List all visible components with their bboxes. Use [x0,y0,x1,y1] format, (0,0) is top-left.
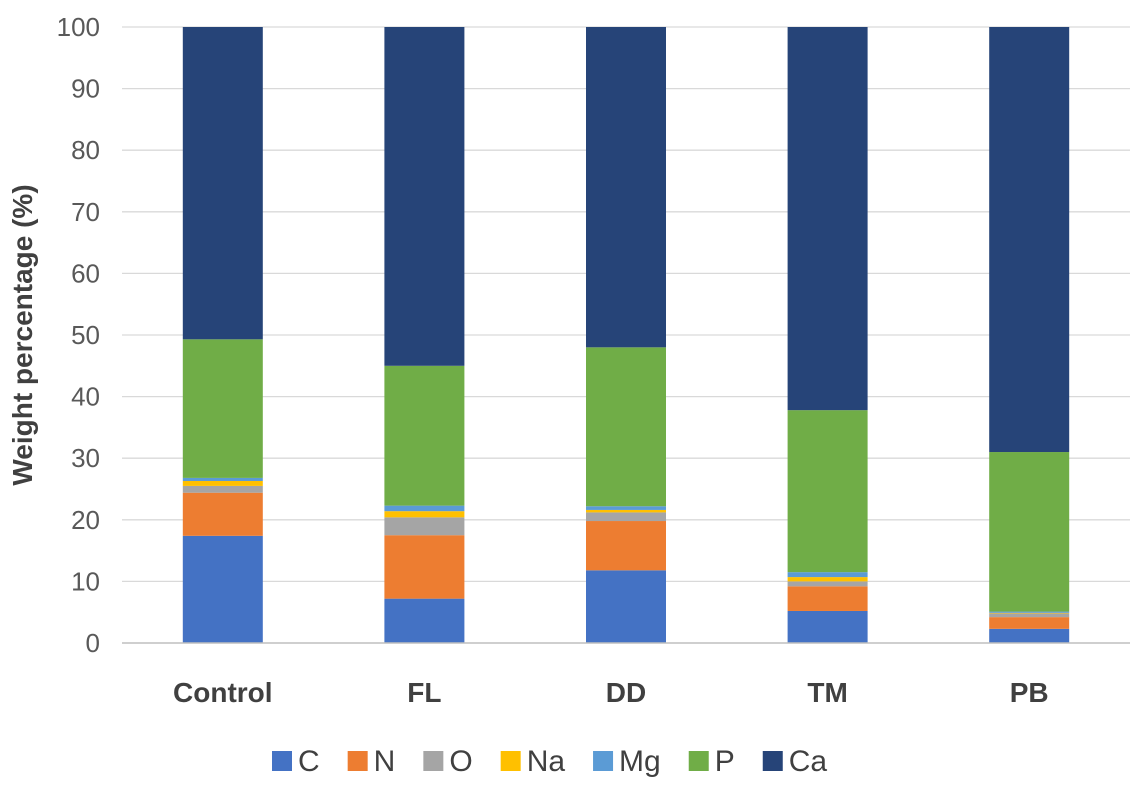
y-tick-label: 10 [71,566,100,596]
bar-segment-p-pb [989,452,1070,612]
bar-segment-ca-pb [989,27,1070,453]
bar-segment-o-pb [989,613,1070,618]
legend-label-o: O [449,745,472,778]
y-tick-label: 70 [71,197,100,227]
x-category-label: PB [1010,677,1049,708]
bar-segment-p-fl [384,365,465,506]
legend-swatch-n [347,751,368,771]
bar-segment-n-control [182,492,263,536]
bar-segment-mg-fl [384,505,465,512]
bar-segment-ca-control [182,27,263,340]
bar-segment-na-dd [586,509,666,513]
x-category-label: DD [606,677,646,708]
legend-label-na: Na [527,745,566,778]
legend: C N O Na Mg P Ca [272,745,827,778]
bar-segment-c-fl [384,598,465,643]
y-axis-title: Weight percentage (%) [7,184,38,485]
bar-segment-n-fl [384,535,465,599]
bar-segment-ca-dd [586,27,666,348]
legend-swatch-mg [593,751,614,771]
bar-segment-o-dd [586,512,666,522]
y-tick-label: 60 [71,258,100,288]
bar-segment-p-dd [586,347,666,507]
legend-label-mg: Mg [619,745,661,778]
bar-segment-o-fl [384,517,465,536]
bar-segment-p-tm [787,410,868,573]
bar-segment-n-pb [989,617,1070,629]
legend-label-ca: Ca [789,745,828,778]
legend-label-n: N [374,745,396,778]
legend-swatch-c [272,751,292,771]
bar-segment-c-pb [989,628,1070,643]
y-tick-label: 0 [86,628,100,658]
y-tick-label: 100 [57,12,100,42]
bar-segment-c-control [182,535,263,643]
bars [182,27,1070,643]
bar-segment-na-tm [787,577,868,582]
bar-segment-mg-pb [989,611,1070,613]
axes: 0 10 20 30 40 50 60 70 80 90 100 Control FL DD TM PB [57,12,1130,708]
bar-segment-o-control [182,485,263,493]
legend-swatch-o [423,751,444,771]
bar-segment-ca-fl [384,27,465,366]
y-tick-label: 90 [71,74,100,104]
bar-segment-c-dd [586,570,666,643]
y-tick-label: 80 [71,135,100,165]
x-category-label: TM [807,677,847,708]
y-tick-label: 50 [71,320,100,350]
legend-swatch-p [688,751,709,771]
bar-segment-na-control [182,480,263,486]
bar-segment-na-pb [989,612,1070,614]
bar-segment-ca-tm [787,27,868,411]
bar-segment-n-dd [586,521,666,571]
bar-segment-na-fl [384,511,465,518]
bar-segment-mg-control [182,477,263,481]
legend-swatch-na [500,751,521,771]
legend-label-p: P [715,745,735,778]
legend-swatch-ca [762,751,783,771]
bar-segment-o-tm [787,581,868,587]
bar-segment-mg-dd [586,506,666,510]
bar-segment-mg-tm [787,572,868,578]
y-tick-label: 30 [71,443,100,473]
y-tick-label: 20 [71,505,100,535]
legend-label-c: C [298,745,320,778]
y-tick-label: 40 [71,382,100,412]
bar-segment-c-tm [787,610,868,643]
bar-segment-n-tm [787,586,868,611]
x-category-label: Control [173,677,273,708]
bar-segment-p-control [182,339,263,478]
x-category-label: FL [407,677,441,708]
